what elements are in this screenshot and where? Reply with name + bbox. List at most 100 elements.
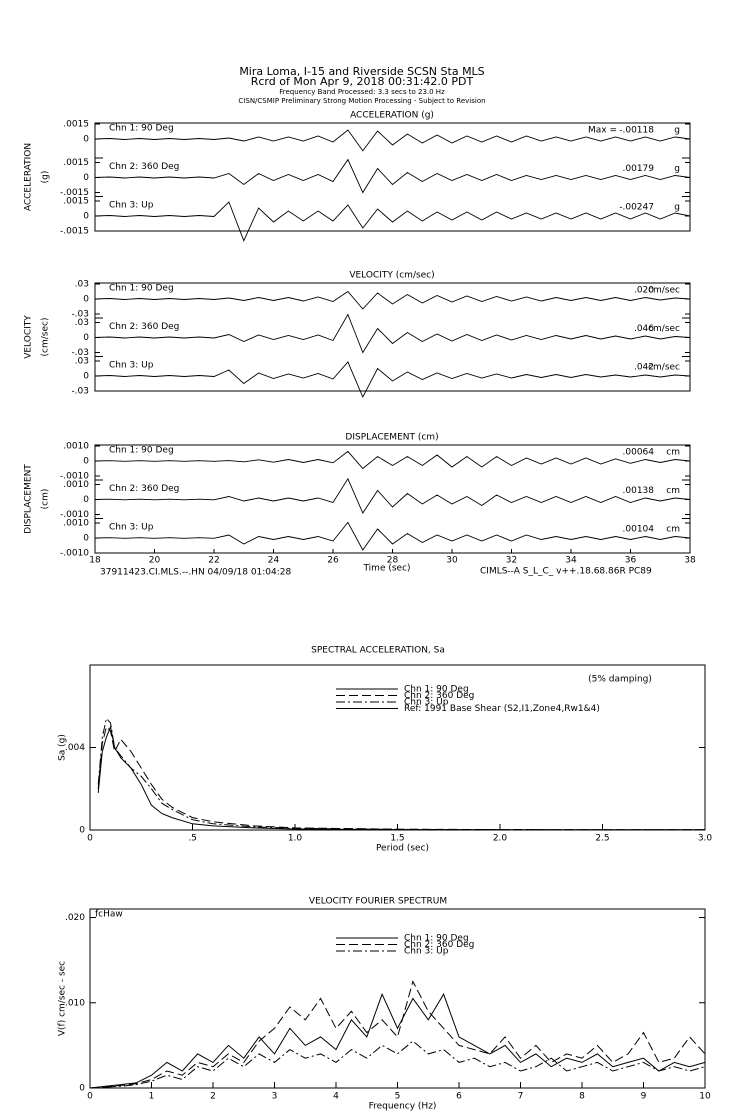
channel-name: Chn 1: 90 Deg [109,446,174,456]
y-tick-label: 0 [83,135,89,145]
trace [94,361,691,399]
channel-name: Chn 3: Up [109,523,154,533]
channel-max: .00138 [623,486,655,496]
trace [94,129,691,152]
trace [94,158,691,194]
series-line [89,992,706,1089]
channel-name: Chn 2: 360 Deg [109,484,179,494]
trace [94,313,691,354]
trace [94,201,691,242]
x-tick-label: 26 [327,556,339,566]
x-tick-label: 1.0 [288,834,303,844]
y-tick-label: .0015 [63,120,89,130]
y-tick-label: .004 [65,743,85,753]
legend-label: Chn 2: 360 Deg [404,940,474,950]
y-tick-label: .03 [75,318,89,328]
footer-left: 37911423.CI.MLS.--.HN 04/09/18 01:04:28 [100,568,292,578]
y-tick-label: 0 [79,826,85,836]
x-tick-label: 3 [272,1092,278,1102]
header-line: Mira Loma, I-15 and Riverside SCSN Sta M… [239,65,484,78]
y-tick-label: .03 [75,357,89,367]
x-axis-label: Time (sec) [362,564,410,574]
x-tick-label: 3.0 [698,834,713,844]
x-tick-label: 0 [87,1092,93,1102]
x-tick-label: 2.0 [493,834,508,844]
x-tick-label: 7 [518,1092,524,1102]
series-line [97,717,705,831]
y-tick-label: -.0015 [60,227,89,237]
x-tick-label: 32 [506,556,517,566]
y-tick-label: .03 [75,280,89,290]
panel-ylabel: VELOCITY [24,315,34,359]
panel-title: VELOCITY (cm/sec) [349,271,434,281]
header-line: Frequency Band Processed: 3.3 secs to 23… [279,88,445,96]
plot-frame [89,908,706,1089]
channel-max: .042 [634,363,654,373]
legend-label: Chn 1: 90 Deg [404,934,469,944]
panel-ylabel: ACCELERATION [24,143,34,211]
y-tick-label: 0 [83,457,89,467]
series-line [89,1040,706,1089]
channel-name: Chn 1: 90 Deg [109,284,174,294]
trace [94,477,691,514]
channel-name: Chn 3: Up [109,201,154,211]
x-axis-label: Frequency (Hz) [369,1102,437,1112]
trace [94,450,691,470]
panel-title: ACCELERATION (g) [350,111,434,121]
channel-unit: g [674,164,680,174]
series-line [97,725,705,831]
legend-label: Chn 3: Up [404,698,449,708]
x-tick-label: 34 [565,556,577,566]
channel-max: -.00247 [619,203,654,213]
channel-name: Chn 1: 90 Deg [109,124,174,134]
y-tick-label: -.0010 [60,472,89,482]
y-tick-label: 0 [83,534,89,544]
footer-right: CIMLS--A S_L_C_ v++.18.68.86R PC89 [480,567,652,577]
channel-name: Chn 3: Up [109,361,154,371]
x-tick-label: 28 [387,556,399,566]
corner-note: fcHaw [95,910,123,920]
panel-title: DISPLACEMENT (cm) [345,433,438,443]
x-tick-label: 0 [87,834,93,844]
x-tick-label: 18 [89,556,101,566]
y-tick-label: .010 [65,998,85,1008]
legend-label: Chn 1: 90 Deg [404,685,469,695]
legend-label: Chn 2: 360 Deg [404,691,474,701]
y-tick-label: -.0015 [60,188,89,198]
channel-unit: g [674,203,680,213]
header-line: CISN/CSMIP Preliminary Strong Motion Pro… [238,97,485,105]
panel-yunit: (cm) [41,489,51,510]
channel-unit: cm [666,486,680,496]
panel-yunit: (cm/sec) [41,318,51,357]
y-axis-label: V(f) cm/sec - sec [58,961,68,1036]
panel-ylabel: DISPLACEMENT [24,464,34,534]
x-tick-label: 2.5 [595,834,609,844]
channel-max: .00179 [623,164,655,174]
series-line [97,725,705,831]
x-tick-label: 20 [149,556,161,566]
channel-unit: cm/sec [648,286,680,296]
x-tick-label: 24 [268,556,280,566]
y-tick-label: -.03 [71,348,89,358]
plot-frame [89,664,706,831]
channel-max: -.00118 [619,126,654,136]
x-tick-label: 8 [579,1092,585,1102]
y-tick-label: .020 [65,913,85,923]
x-tick-label: 5 [395,1092,401,1102]
channel-max: .00064 [623,448,655,458]
x-tick-label: 38 [684,556,696,566]
y-tick-label: -.0010 [60,510,89,520]
channel-max: .00104 [623,525,655,535]
series-line [89,980,706,1089]
header-line: Rcrd of Mon Apr 9, 2018 00:31:42.0 PDT [251,75,474,88]
x-tick-label: 30 [446,556,458,566]
y-tick-label: 0 [83,333,89,343]
y-tick-label: 0 [79,1084,85,1094]
legend-label: Ref: 1991 Base Shear (S2,I1,Zone4,Rw1&4) [404,704,600,714]
channel-unit: g [674,126,680,136]
trace [94,290,691,310]
legend-label: Chn 3: Up [404,947,449,957]
y-tick-label: -.0010 [60,549,89,559]
